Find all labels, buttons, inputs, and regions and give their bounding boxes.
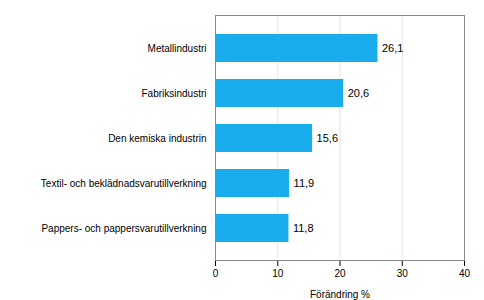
svg-text:Metallindustri: Metallindustri (148, 43, 207, 54)
svg-text:40: 40 (459, 268, 471, 279)
svg-text:Fabriksindustri: Fabriksindustri (141, 88, 206, 99)
svg-text:Pappers- och pappersvarutillve: Pappers- och pappersvarutillverkning (41, 223, 206, 234)
svg-text:20: 20 (334, 268, 346, 279)
svg-text:Förändring %: Förändring % (310, 289, 370, 300)
svg-text:26,1: 26,1 (382, 42, 403, 54)
svg-text:11,9: 11,9 (294, 177, 315, 189)
svg-text:0: 0 (213, 268, 219, 279)
svg-text:10: 10 (272, 268, 284, 279)
svg-text:30: 30 (397, 268, 409, 279)
svg-text:20,6: 20,6 (348, 87, 369, 99)
svg-text:Den kemiska industrin: Den kemiska industrin (108, 133, 206, 144)
svg-text:Textil- och beklädnadsvarutill: Textil- och beklädnadsvarutillverkning (41, 178, 207, 189)
svg-text:11,8: 11,8 (293, 222, 314, 234)
svg-text:15,6: 15,6 (317, 132, 338, 144)
